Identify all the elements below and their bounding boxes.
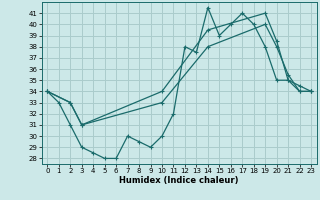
X-axis label: Humidex (Indice chaleur): Humidex (Indice chaleur) (119, 176, 239, 185)
